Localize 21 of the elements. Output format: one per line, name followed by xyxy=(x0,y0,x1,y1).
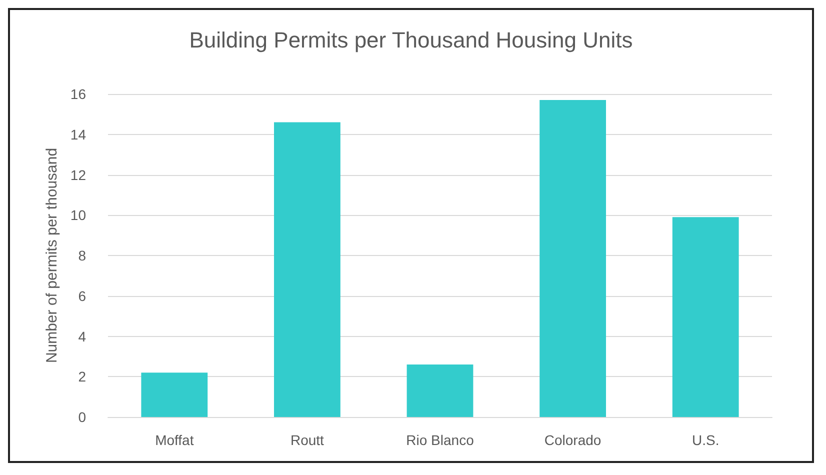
bar xyxy=(672,217,739,417)
y-tick-label: 2 xyxy=(78,368,86,385)
chart-title: Building Permits per Thousand Housing Units xyxy=(189,28,633,52)
y-axis-title: Number of permits per thousand xyxy=(44,148,61,364)
y-tick-label: 10 xyxy=(70,207,86,224)
y-tick-label: 6 xyxy=(78,288,86,304)
x-tick-label: Routt xyxy=(290,432,324,448)
y-tick-label: 12 xyxy=(70,166,86,183)
y-tick-label: 4 xyxy=(78,328,86,344)
x-tick-label: Colorado xyxy=(544,432,602,448)
y-tick-label: 8 xyxy=(78,248,86,264)
x-tick-label: U.S. xyxy=(692,432,720,448)
x-tick-label: Rio Blanco xyxy=(406,432,474,448)
bar xyxy=(141,372,208,417)
bar xyxy=(540,100,606,417)
bar xyxy=(406,364,474,417)
bar xyxy=(274,122,340,417)
y-tick-label: 16 xyxy=(70,86,86,102)
y-tick-label: 0 xyxy=(78,409,86,425)
y-tick-label: 14 xyxy=(70,126,86,142)
x-tick-label: Moffat xyxy=(155,432,194,448)
